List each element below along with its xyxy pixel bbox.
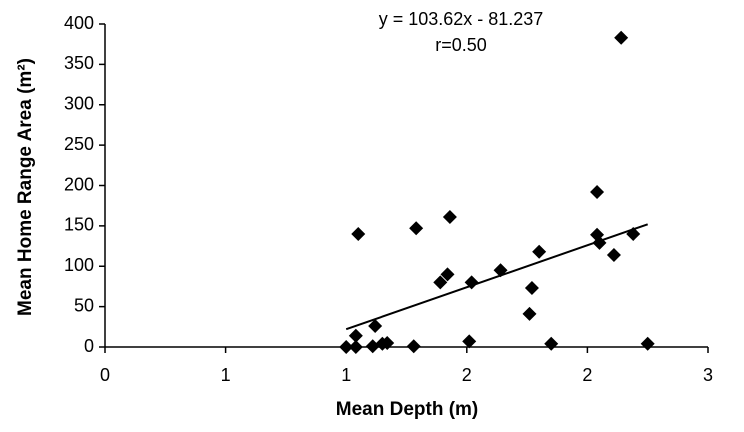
point: [532, 244, 547, 259]
point: [442, 209, 457, 224]
y-tick-label: 300: [64, 94, 94, 114]
point: [524, 281, 539, 296]
x-tick-label: 0: [100, 365, 110, 385]
y-tick-label: 400: [64, 13, 94, 33]
point: [440, 267, 455, 282]
point: [409, 221, 424, 236]
x-tick-label: 1: [221, 365, 231, 385]
y-tick-label: 0: [84, 336, 94, 356]
x-tick-label: 3: [703, 365, 713, 385]
y-tick-label: 50: [74, 295, 94, 315]
trend-r: r=0.50: [435, 35, 487, 55]
x-tick-label: 1: [341, 365, 351, 385]
point: [351, 226, 366, 241]
point: [462, 334, 477, 349]
point: [368, 319, 383, 334]
y-tick-label: 100: [64, 255, 94, 275]
point: [544, 336, 559, 351]
y-tick-label: 350: [64, 53, 94, 73]
point: [348, 340, 363, 354]
point: [348, 328, 363, 343]
point: [590, 184, 605, 199]
point: [365, 339, 380, 354]
point: [606, 247, 621, 262]
trend-equation: y = 103.62x - 81.237: [379, 9, 544, 29]
y-axis-title: Mean Home Range Area (m²): [15, 58, 36, 316]
point: [433, 275, 448, 290]
trendline: [345, 223, 649, 331]
point: [380, 335, 395, 350]
y-tick-label: 150: [64, 215, 94, 235]
x-axis-title: Mean Depth (m): [336, 399, 479, 420]
y-tick-label: 250: [64, 134, 94, 154]
point: [640, 336, 655, 351]
point: [614, 30, 629, 45]
y-tick-label: 200: [64, 174, 94, 194]
point: [522, 306, 537, 321]
x-tick-label: 2: [462, 365, 472, 385]
x-tick-label: 2: [582, 365, 592, 385]
point: [339, 340, 354, 354]
point: [406, 339, 421, 354]
